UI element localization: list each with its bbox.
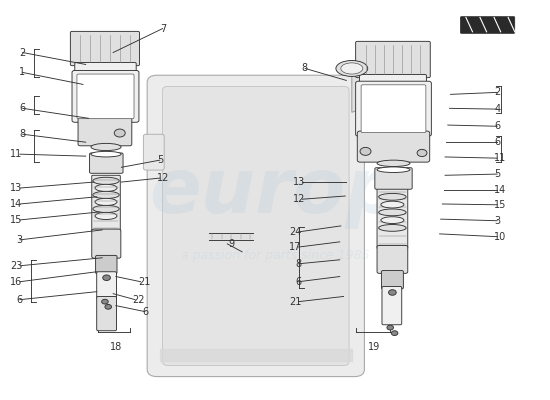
- FancyBboxPatch shape: [460, 17, 515, 33]
- FancyBboxPatch shape: [360, 74, 426, 86]
- Text: 17: 17: [289, 242, 301, 252]
- Ellipse shape: [379, 209, 406, 216]
- Circle shape: [391, 331, 398, 336]
- Text: 6: 6: [494, 121, 500, 131]
- Text: 18: 18: [110, 342, 122, 352]
- FancyBboxPatch shape: [163, 86, 349, 366]
- FancyBboxPatch shape: [358, 131, 430, 162]
- Text: 19: 19: [367, 342, 380, 352]
- Text: 4: 4: [494, 104, 500, 114]
- Text: 12: 12: [293, 194, 305, 204]
- FancyBboxPatch shape: [78, 118, 132, 146]
- Text: 10: 10: [494, 232, 507, 242]
- FancyBboxPatch shape: [92, 229, 121, 258]
- Ellipse shape: [95, 212, 117, 220]
- FancyBboxPatch shape: [77, 74, 134, 119]
- Ellipse shape: [381, 201, 404, 208]
- Text: 1: 1: [19, 68, 25, 78]
- Text: 2: 2: [19, 48, 25, 58]
- FancyBboxPatch shape: [147, 75, 365, 376]
- Ellipse shape: [381, 217, 404, 224]
- Text: 8: 8: [295, 259, 301, 269]
- FancyBboxPatch shape: [356, 41, 430, 78]
- Text: 6: 6: [19, 103, 25, 113]
- Ellipse shape: [93, 191, 119, 198]
- Ellipse shape: [95, 198, 117, 206]
- Circle shape: [360, 147, 371, 155]
- Ellipse shape: [91, 151, 121, 157]
- Ellipse shape: [379, 224, 406, 231]
- Text: 14: 14: [10, 199, 23, 209]
- Ellipse shape: [341, 63, 363, 74]
- Text: 15: 15: [10, 215, 23, 225]
- Text: 14: 14: [494, 185, 507, 195]
- Ellipse shape: [93, 205, 119, 212]
- Ellipse shape: [93, 177, 119, 184]
- Ellipse shape: [91, 143, 121, 150]
- Text: 5: 5: [157, 155, 163, 165]
- FancyBboxPatch shape: [97, 272, 117, 299]
- FancyBboxPatch shape: [144, 134, 164, 170]
- Ellipse shape: [379, 194, 406, 200]
- Circle shape: [105, 304, 112, 309]
- FancyBboxPatch shape: [90, 153, 123, 173]
- Text: 12: 12: [157, 173, 169, 183]
- Text: 6: 6: [494, 137, 500, 147]
- Circle shape: [114, 129, 125, 137]
- Circle shape: [387, 325, 393, 330]
- Text: 24: 24: [289, 227, 301, 237]
- FancyBboxPatch shape: [97, 296, 117, 331]
- FancyBboxPatch shape: [96, 256, 117, 274]
- FancyBboxPatch shape: [375, 168, 412, 189]
- Text: 13: 13: [10, 183, 23, 193]
- Circle shape: [103, 275, 111, 280]
- Circle shape: [417, 149, 427, 156]
- Text: 22: 22: [133, 295, 145, 305]
- FancyBboxPatch shape: [70, 31, 140, 66]
- Polygon shape: [352, 64, 395, 112]
- Text: 2: 2: [494, 87, 500, 97]
- FancyBboxPatch shape: [72, 70, 139, 122]
- Text: 6: 6: [295, 277, 301, 287]
- Circle shape: [102, 299, 108, 304]
- Text: europ: europ: [150, 155, 400, 229]
- FancyBboxPatch shape: [361, 85, 426, 133]
- Text: 15: 15: [494, 200, 507, 210]
- Text: 6: 6: [142, 307, 149, 317]
- Text: 21: 21: [138, 277, 150, 287]
- Text: 3: 3: [494, 216, 500, 226]
- Text: 9: 9: [228, 239, 234, 249]
- FancyBboxPatch shape: [75, 62, 136, 74]
- Text: a passion for parts since 1985: a passion for parts since 1985: [180, 249, 370, 262]
- Ellipse shape: [377, 167, 410, 172]
- FancyBboxPatch shape: [377, 187, 408, 249]
- Text: 21: 21: [289, 297, 301, 307]
- FancyBboxPatch shape: [377, 246, 408, 273]
- Polygon shape: [209, 233, 253, 240]
- Text: 6: 6: [16, 295, 23, 305]
- Text: 16: 16: [10, 277, 23, 287]
- Text: 13: 13: [293, 177, 305, 187]
- FancyBboxPatch shape: [382, 270, 403, 289]
- FancyBboxPatch shape: [382, 286, 402, 325]
- FancyBboxPatch shape: [356, 81, 431, 136]
- Ellipse shape: [336, 60, 368, 76]
- FancyBboxPatch shape: [92, 175, 120, 233]
- Text: 8: 8: [19, 129, 25, 139]
- Text: 8: 8: [302, 64, 308, 74]
- Text: 3: 3: [16, 235, 23, 245]
- Ellipse shape: [95, 184, 117, 192]
- Text: 11: 11: [10, 149, 23, 159]
- Text: 5: 5: [494, 169, 500, 179]
- Ellipse shape: [377, 160, 410, 166]
- Circle shape: [388, 290, 396, 295]
- Text: 23: 23: [10, 261, 23, 271]
- Text: 11: 11: [494, 153, 507, 163]
- Text: 7: 7: [160, 24, 166, 34]
